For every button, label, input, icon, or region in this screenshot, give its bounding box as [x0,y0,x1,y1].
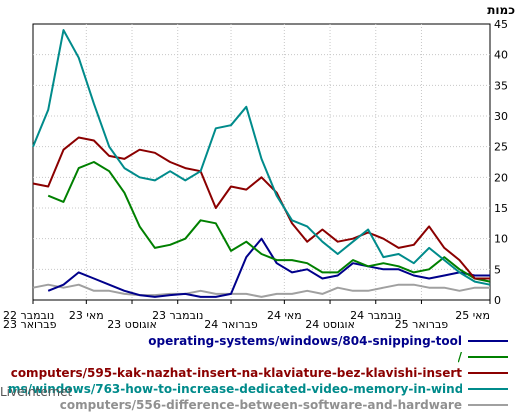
y-tick-label: 30 [494,110,508,123]
x-tick-label: נובמבר 23 [152,309,203,322]
legend-swatch [468,372,508,374]
y-axis-label: כמות [487,3,515,17]
x-tick-label: פברואר 23 [3,318,57,330]
series-line [32,136,490,280]
y-tick-label: 25 [494,141,508,154]
y-tick-label: 5 [494,263,501,276]
y-tick-label: 15 [494,202,508,215]
legend-item: computers/595-kak-nazhat-insert-na-klavi… [8,365,508,381]
legend-item: computers/556-difference-between-softwar… [8,397,508,413]
legend-swatch [468,404,508,406]
chart-legend: operating-systems/windows/804-snipping-t… [8,333,508,413]
x-tick-label: פברואר 25 [395,318,449,330]
legend-item: operating-systems/windows/804-snipping-t… [8,333,508,349]
x-tick-label: מאי 23 [69,309,104,322]
legend-label: ms/windows/763-how-to-increase-dedicated… [8,382,462,396]
legend-label: computers/556-difference-between-softwar… [59,398,462,412]
y-tick-label: 20 [494,171,508,184]
y-tick-label: 10 [494,233,508,246]
y-tick-label: 45 [494,18,508,31]
legend-swatch [468,356,508,358]
x-tick-label: נובמבר 24 [350,309,401,322]
brand-label: LiveInternet [0,385,73,399]
legend-label: / [457,350,462,364]
series-line [32,29,491,286]
plot-frame [32,23,491,301]
y-tick-label: 35 [494,79,508,92]
series-line [47,237,490,298]
x-tick-label: פברואר 24 [204,318,258,330]
legend-label: computers/595-kak-nazhat-insert-na-klavi… [10,366,462,380]
x-tick-label: אוגוסט 24 [305,318,355,330]
x-tick-label: מאי 25 [455,309,490,322]
chart-series [32,29,491,298]
legend-swatch [468,340,508,342]
legend-item: ms/windows/763-how-to-increase-dedicated… [8,381,508,397]
legend-label: operating-systems/windows/804-snipping-t… [148,334,462,348]
x-tick-label: נובמבר 22 [3,309,54,322]
x-tick-label: אוגוסט 23 [107,318,157,330]
x-tick-label: מאי 24 [267,309,302,322]
y-tick-label: 0 [494,294,501,307]
series-line [32,283,490,298]
series-line [47,161,491,283]
legend-item: / [8,349,508,365]
legend-swatch [468,388,508,390]
y-tick-label: 40 [494,49,508,62]
chart-grid [32,23,491,301]
